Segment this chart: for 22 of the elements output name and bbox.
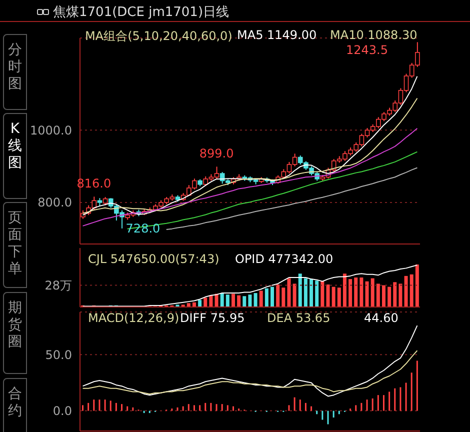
y-tick-label: 50.0 (45, 348, 72, 362)
side-tab: 合约 (3, 378, 27, 432)
annotation: MA组合(5,10,20,40,60,0) (85, 28, 232, 45)
annotation: 44.60 (364, 311, 398, 325)
annotation: DIFF 75.95 (180, 311, 245, 325)
side-tab: 期货圈 (3, 292, 27, 374)
y-tick-label: 0.0 (52, 404, 72, 418)
annotation: MA10 1088.30 (330, 28, 418, 42)
annotation: DEA 53.65 (267, 311, 330, 325)
annotation: MACD(12,26,9) (88, 311, 180, 325)
chart-title: 焦煤1701(DCE jm1701)日线 (53, 4, 230, 21)
annotation: 899.0 (199, 146, 234, 161)
y-tick-label: 800.0 (38, 196, 72, 210)
side-tab: K线图 (3, 113, 27, 199)
annotation: 1243.5 (346, 43, 388, 57)
annotation: MA5 1149.00 (237, 28, 317, 42)
y-tick-label: 1000.0 (30, 123, 72, 138)
side-tab: 页面下单 (3, 202, 27, 288)
side-tab: 分时图 (3, 34, 27, 110)
annotation: CJL 547650.00(57:43) (88, 252, 220, 266)
y-tick-label: 28万 (44, 278, 72, 293)
annotation: OPID 477342.00 (235, 252, 334, 266)
